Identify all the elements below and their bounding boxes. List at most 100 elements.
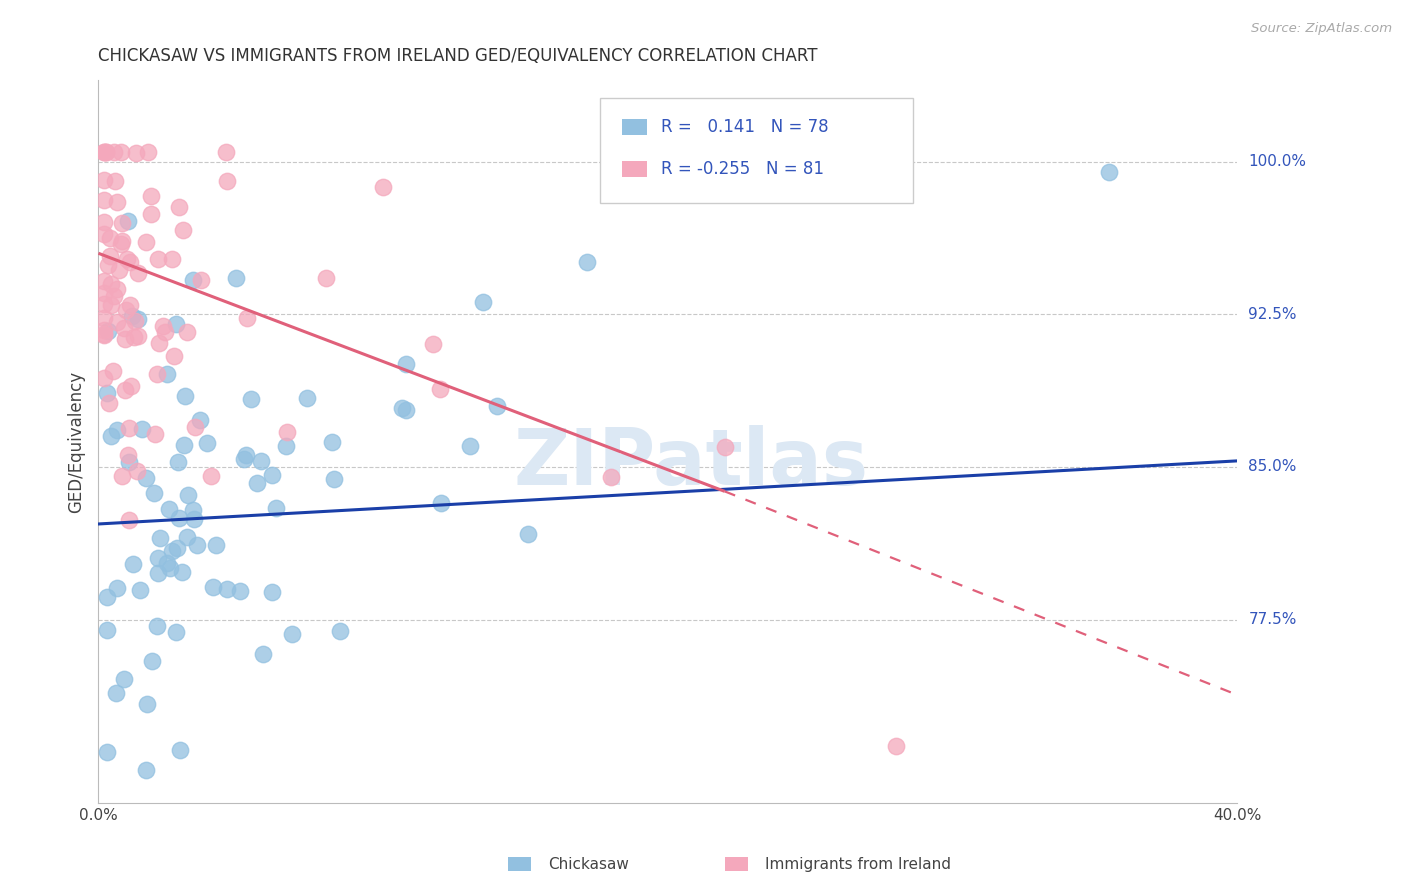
Point — [93, 327, 115, 342]
Point — [111, 469, 134, 483]
Point — [135, 470, 157, 484]
Point — [252, 648, 274, 662]
Point — [93, 327, 115, 342]
Point — [458, 439, 481, 453]
Point — [96, 386, 118, 401]
Point — [114, 332, 136, 346]
Point — [215, 174, 238, 188]
Point — [93, 173, 115, 187]
Point — [422, 337, 444, 351]
Point — [250, 454, 273, 468]
Point — [111, 234, 134, 248]
Point — [97, 396, 120, 410]
Point — [173, 389, 195, 403]
Point — [576, 255, 599, 269]
Point — [117, 448, 139, 462]
Point — [146, 252, 169, 266]
Point — [93, 194, 115, 208]
Point — [110, 237, 132, 252]
Point — [195, 436, 218, 450]
Point — [105, 423, 128, 437]
Text: 92.5%: 92.5% — [1249, 307, 1296, 322]
Point — [100, 277, 122, 291]
Point — [122, 330, 145, 344]
Point — [104, 174, 127, 188]
Point — [146, 566, 169, 581]
Point — [93, 371, 115, 385]
Point — [118, 421, 141, 435]
Point — [471, 295, 494, 310]
Point — [120, 379, 142, 393]
Point — [93, 215, 115, 229]
Point — [236, 310, 259, 325]
Point — [131, 422, 153, 436]
Point — [183, 503, 205, 517]
Point — [118, 298, 141, 312]
Point — [93, 310, 115, 325]
Point — [240, 392, 263, 406]
Point — [100, 298, 122, 312]
Point — [93, 227, 115, 241]
Point — [516, 527, 538, 541]
Text: CHICKASAW VS IMMIGRANTS FROM IRELAND GED/EQUIVALENCY CORRELATION CHART: CHICKASAW VS IMMIGRANTS FROM IRELAND GED… — [98, 47, 818, 65]
Text: Chickasaw: Chickasaw — [548, 856, 628, 871]
Point — [148, 336, 170, 351]
Point — [429, 382, 451, 396]
Point — [157, 501, 180, 516]
Point — [112, 672, 135, 686]
Text: Source: ZipAtlas.com: Source: ZipAtlas.com — [1251, 22, 1392, 36]
Point — [93, 145, 115, 159]
Point — [173, 438, 195, 452]
Point — [153, 325, 176, 339]
Point — [225, 271, 247, 285]
Point — [146, 368, 169, 382]
Point — [176, 325, 198, 339]
FancyBboxPatch shape — [623, 120, 647, 136]
Point — [186, 538, 208, 552]
Point — [391, 401, 413, 415]
Point — [323, 472, 346, 486]
Point — [97, 258, 120, 272]
Point — [125, 145, 148, 160]
Point — [135, 764, 157, 778]
Point — [93, 297, 115, 311]
Point — [246, 476, 269, 491]
Point — [176, 488, 198, 502]
Point — [98, 231, 121, 245]
Point — [105, 195, 128, 210]
Point — [274, 439, 297, 453]
Point — [101, 363, 124, 377]
Point — [127, 328, 149, 343]
Point — [181, 273, 204, 287]
Point — [165, 317, 187, 331]
Point — [329, 624, 352, 639]
Point — [93, 286, 115, 301]
Point — [103, 289, 125, 303]
Point — [260, 467, 283, 482]
Point — [143, 486, 166, 500]
Point — [190, 273, 212, 287]
Point — [97, 324, 120, 338]
Point — [156, 556, 179, 570]
Point — [1098, 165, 1121, 179]
Point — [321, 435, 343, 450]
Point — [127, 266, 149, 280]
Point — [149, 531, 172, 545]
Text: Immigrants from Ireland: Immigrants from Ireland — [765, 856, 950, 871]
Point — [215, 145, 238, 159]
Point — [143, 427, 166, 442]
Point — [276, 425, 298, 439]
Point — [115, 302, 138, 317]
Point — [100, 428, 122, 442]
Point — [166, 541, 188, 556]
Point — [112, 321, 135, 335]
Point — [184, 419, 207, 434]
FancyBboxPatch shape — [509, 857, 531, 871]
Point — [260, 584, 283, 599]
Point — [395, 358, 418, 372]
Point — [135, 697, 157, 711]
Point — [167, 200, 190, 214]
Point — [121, 557, 143, 571]
Point — [94, 145, 117, 159]
Point — [486, 399, 509, 413]
